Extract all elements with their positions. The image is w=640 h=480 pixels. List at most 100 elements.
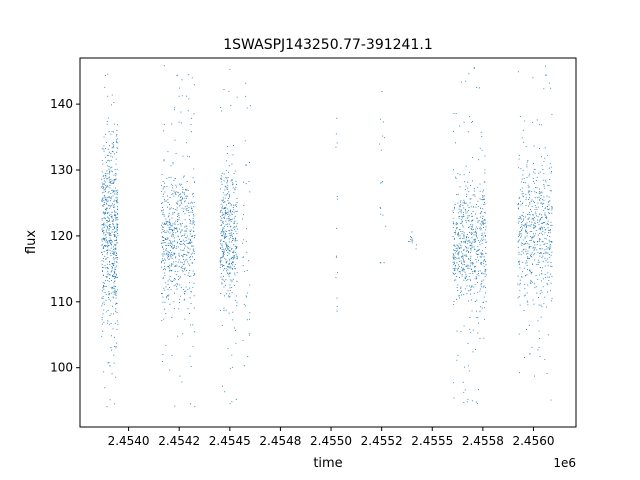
data-point (116, 168, 118, 170)
data-point (471, 241, 473, 243)
data-point (236, 272, 238, 274)
data-point (230, 225, 232, 227)
data-point (177, 235, 179, 237)
data-point (187, 252, 189, 254)
data-point (170, 253, 172, 255)
data-point (482, 208, 484, 210)
data-point (245, 241, 247, 243)
data-point (236, 228, 238, 230)
data-point (190, 403, 191, 405)
data-point (459, 210, 461, 212)
data-point (166, 239, 168, 240)
data-point (236, 233, 238, 234)
data-point (547, 220, 549, 222)
data-point (521, 178, 523, 180)
data-point (527, 269, 528, 270)
data-point (529, 353, 531, 355)
data-point (107, 160, 109, 162)
data-point (228, 171, 229, 173)
data-point (529, 201, 531, 203)
data-point (534, 259, 535, 261)
data-point (545, 214, 547, 216)
data-point (539, 188, 540, 190)
data-point (224, 213, 226, 215)
data-point (523, 218, 524, 220)
data-point (113, 293, 115, 295)
data-point (164, 272, 166, 274)
data-point (178, 308, 180, 310)
data-point (182, 250, 184, 251)
data-point (102, 247, 104, 249)
data-point (479, 190, 481, 192)
data-point (336, 310, 338, 312)
data-point (113, 274, 115, 276)
data-point (481, 220, 483, 222)
data-point (186, 237, 188, 239)
data-point (115, 310, 116, 312)
data-point (180, 286, 182, 288)
data-point (543, 303, 545, 305)
data-point (459, 205, 461, 206)
data-point (477, 228, 479, 230)
data-point (102, 298, 104, 299)
data-point (454, 265, 456, 267)
data-point (234, 274, 236, 276)
data-point (164, 223, 165, 225)
data-point (109, 241, 110, 243)
data-point (181, 199, 182, 201)
data-point (548, 223, 549, 225)
data-point (229, 230, 231, 232)
data-point (107, 241, 109, 243)
data-point (539, 192, 541, 194)
data-point (115, 211, 117, 213)
data-point (476, 403, 478, 404)
data-point (528, 190, 530, 192)
data-point (112, 328, 114, 330)
data-point (103, 232, 105, 233)
data-point (162, 207, 163, 208)
data-point (223, 238, 225, 239)
data-point (541, 216, 543, 218)
data-point (167, 294, 168, 296)
data-point (468, 300, 469, 302)
data-point (484, 273, 486, 275)
data-point (226, 244, 228, 246)
data-point (109, 218, 110, 220)
data-point (480, 263, 482, 265)
data-point (485, 241, 487, 243)
data-point (102, 267, 104, 268)
data-point (109, 220, 111, 221)
data-point (169, 369, 171, 371)
data-point (481, 253, 483, 254)
data-point (221, 215, 223, 216)
data-point (522, 212, 524, 214)
data-point (529, 225, 530, 227)
data-point (518, 240, 520, 242)
data-point (167, 256, 169, 257)
data-point (186, 261, 188, 263)
data-point (110, 271, 112, 273)
data-point (103, 303, 105, 305)
data-point (194, 224, 196, 226)
data-point (469, 273, 471, 274)
data-point (471, 216, 473, 217)
data-point (458, 257, 460, 259)
data-point (106, 322, 108, 324)
data-point (485, 235, 486, 237)
data-point (184, 237, 186, 238)
data-point (103, 148, 105, 150)
data-point (462, 255, 464, 257)
data-point (469, 241, 470, 243)
data-point (230, 211, 232, 213)
data-point (525, 205, 527, 207)
data-point (176, 242, 178, 244)
data-point (479, 244, 481, 246)
data-point (464, 271, 466, 273)
data-point (465, 239, 467, 241)
data-point (228, 165, 230, 167)
data-point (455, 279, 457, 281)
data-point (176, 228, 177, 230)
data-point (533, 242, 535, 243)
data-point (175, 228, 176, 229)
data-point (190, 233, 192, 235)
